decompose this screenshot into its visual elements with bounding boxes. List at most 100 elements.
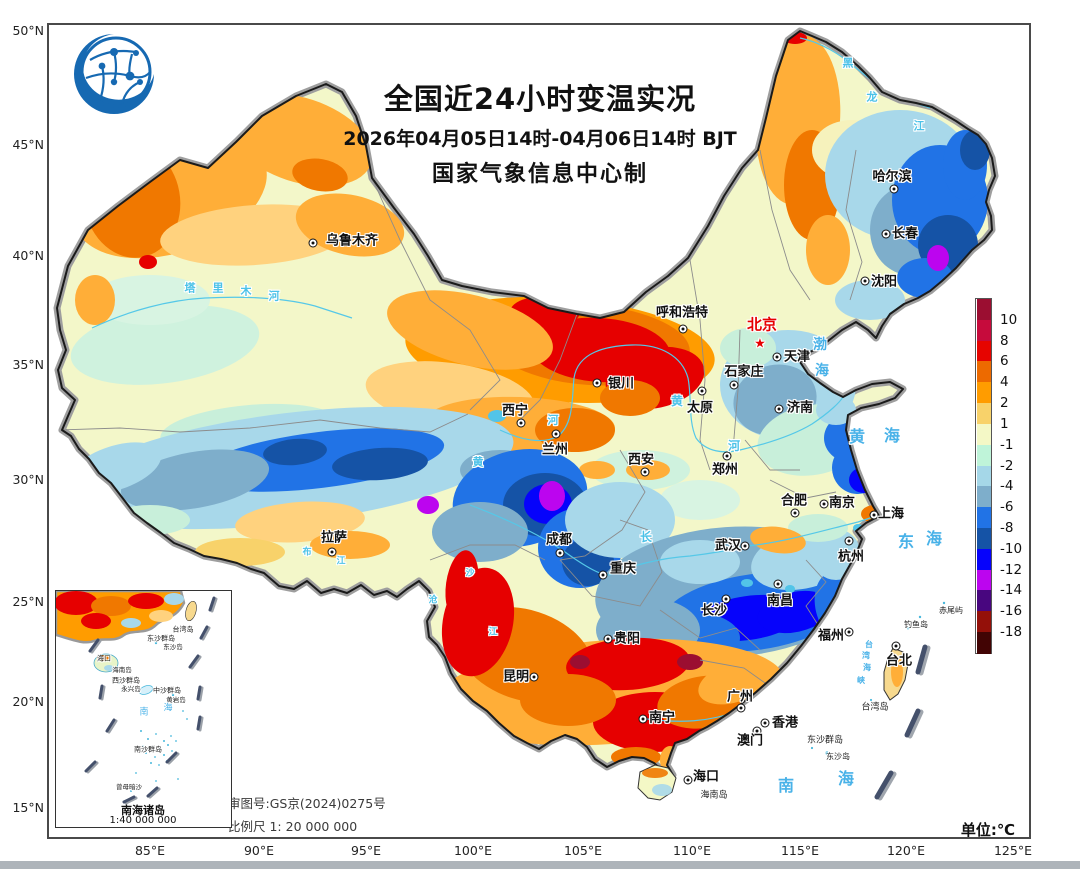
sea-name-label: 海 xyxy=(883,426,901,445)
capital-label: 北京 xyxy=(746,315,778,334)
city-marker xyxy=(598,570,608,580)
legend-color-cell xyxy=(977,403,991,425)
island-name-label: 赤尾屿 xyxy=(939,606,963,615)
river-name-label: 黑 xyxy=(842,56,854,70)
city-marker xyxy=(760,718,770,728)
river-name-label: 黄 xyxy=(472,455,484,469)
legend-value-label: 4 xyxy=(1000,374,1009,391)
city-marker xyxy=(640,467,650,477)
south-china-sea-inset: 台湾岛 东沙群岛 东沙岛 海口 海南岛 西沙群岛 永兴岛 中沙群岛 黄岩岛南海南沙群岛 曾母暗沙 … xyxy=(55,590,232,828)
sea-name-label: 海 xyxy=(925,529,943,548)
city-label: 南宁 xyxy=(648,710,676,726)
legend-value-label: -4 xyxy=(1000,478,1014,495)
island-name-label: 钓鱼岛 xyxy=(904,620,928,629)
legend-value-label: 6 xyxy=(1000,353,1009,370)
city-label: 海口 xyxy=(692,769,720,785)
city-marker xyxy=(774,404,784,414)
legend-color-cell xyxy=(977,486,991,508)
inset-name-label: 东沙岛 xyxy=(163,642,183,651)
bottom-strip xyxy=(0,861,1080,869)
city-marker xyxy=(736,703,746,713)
map-scale-note: 比例尺 1: 20 000 000 xyxy=(228,819,358,834)
legend-color-cell xyxy=(977,548,991,571)
legend-color-cell xyxy=(977,319,991,342)
city-marker xyxy=(860,276,870,286)
sea-name-label: 海 xyxy=(815,363,829,379)
title-block: 全国近24小时变温实况 2026年04月05日14时-04月06日14时 BJT… xyxy=(290,76,790,188)
inset-name-label: 海口 xyxy=(97,654,111,663)
inset-name-label: 海 xyxy=(163,703,173,714)
city-marker xyxy=(683,775,693,785)
sea-name-label: 渤 xyxy=(813,337,827,353)
city-label: 长沙 xyxy=(700,603,728,619)
city-marker xyxy=(844,536,854,546)
city-marker xyxy=(721,594,731,604)
legend-value-label: 2 xyxy=(1000,395,1009,412)
city-marker xyxy=(697,386,707,396)
inset-name-label: 东沙群岛 xyxy=(147,634,175,643)
inset-caption: 南海诸岛 xyxy=(121,804,165,817)
city-label: 合肥 xyxy=(780,493,808,509)
city-marker xyxy=(772,352,782,362)
city-label: 西安 xyxy=(627,452,655,468)
legend-value-label: 1 xyxy=(1000,415,1009,432)
legend-value-label: -18 xyxy=(1000,624,1023,641)
city-label: 天津 xyxy=(783,349,811,365)
city-label: 银川 xyxy=(607,376,635,392)
legend-value-label: -10 xyxy=(1000,540,1023,557)
inset-name-label: 黄岩岛 xyxy=(166,695,186,704)
city-marker xyxy=(889,184,899,194)
river-name-label: 里 xyxy=(212,281,224,295)
city-marker xyxy=(729,380,739,390)
legend-value-label: -12 xyxy=(1000,561,1023,578)
legend-color-cell xyxy=(977,569,991,592)
lon-tick-label: 115°E xyxy=(780,843,819,858)
city-label: 上海 xyxy=(877,506,905,522)
lat-tick-label: 40°N xyxy=(12,248,44,263)
inset-name-label: 海南岛 xyxy=(112,665,132,674)
river-name-label: 河 xyxy=(547,413,559,427)
city-marker xyxy=(773,579,783,589)
lon-tick-label: 100°E xyxy=(453,843,492,858)
inset-scale: 1:40 000 000 xyxy=(109,815,177,826)
sea-name-label: 东 xyxy=(897,532,915,551)
inset-name-label: 南 xyxy=(139,707,149,718)
inset-name-label: 南沙群岛 xyxy=(134,745,162,754)
city-label: 太原 xyxy=(686,400,714,416)
city-label: 南京 xyxy=(828,495,856,511)
lat-tick-label: 25°N xyxy=(12,594,44,609)
inset-name-label: 永兴岛 xyxy=(121,684,141,693)
city-marker xyxy=(516,418,526,428)
city-label: 贵阳 xyxy=(613,631,641,647)
lon-tick-label: 90°E xyxy=(243,843,275,858)
lon-tick-label: 125°E xyxy=(993,843,1032,858)
nmic-globe-logo xyxy=(74,34,154,114)
city-marker xyxy=(844,627,854,637)
legend-color-cell xyxy=(977,382,991,404)
city-marker xyxy=(891,641,901,651)
city-label: 郑州 xyxy=(711,462,739,478)
lon-tick-label: 120°E xyxy=(886,843,925,858)
city-label: 呼和浩特 xyxy=(655,305,709,321)
city-marker xyxy=(327,547,337,557)
city-marker xyxy=(819,499,829,509)
city-label: 福州 xyxy=(817,628,845,644)
legend-color-cell xyxy=(977,444,991,467)
map-title: 全国近24小时变温实况 xyxy=(383,82,697,116)
river-name-label: 江 xyxy=(913,119,925,133)
legend-value-label: -6 xyxy=(1000,499,1014,516)
city-label: 台北 xyxy=(885,653,913,669)
lon-tick-label: 110°E xyxy=(672,843,711,858)
inset-name-label: 中沙群岛 xyxy=(153,686,181,695)
legend-value-label: -2 xyxy=(1000,457,1014,474)
river-name-label: 布 xyxy=(302,547,312,558)
sea-name-label: 峡 xyxy=(857,676,865,685)
island-name-label: 东沙岛 xyxy=(826,752,850,761)
city-label: 兰州 xyxy=(541,442,569,458)
legend-color-cell xyxy=(977,299,991,321)
river-name-label: 沙 xyxy=(465,568,475,579)
legend-value-label: 10 xyxy=(1000,311,1018,328)
capital-star-marker: ★ xyxy=(754,336,766,352)
map-frame xyxy=(47,23,1031,839)
